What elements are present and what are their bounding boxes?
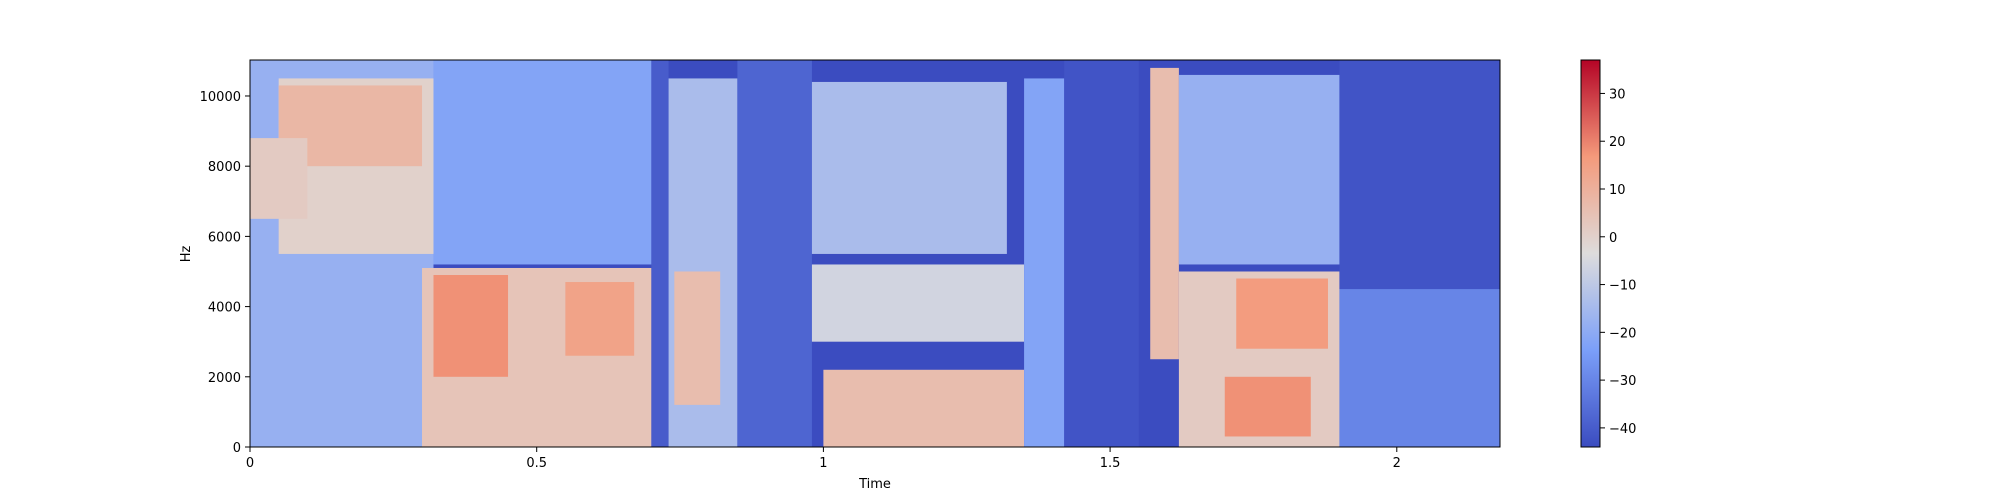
- colorbar-tick-label: −10: [1609, 279, 1636, 294]
- x-tick-label: 1: [819, 456, 827, 471]
- heatmap-region-21: [1224, 376, 1311, 437]
- colorbar-tick-label: −20: [1609, 326, 1636, 341]
- y-tick-label: 0: [233, 441, 241, 456]
- colorbar-ticks: −40 −30 −20 −10 0 10 20 30: [1600, 87, 1636, 437]
- x-axis: 0 0.5 1 1.5 2: [246, 447, 1401, 471]
- heatmap-region-10: [674, 271, 721, 405]
- colorbar-tick-label: −30: [1609, 374, 1636, 389]
- heatmap-region-22: [1339, 289, 1500, 447]
- heatmap-region-6: [433, 275, 509, 377]
- heatmap-region-23: [1339, 60, 1500, 290]
- heatmap-region-20: [1236, 278, 1328, 349]
- heatmap-region-16: [1064, 60, 1139, 447]
- plot-area: [249, 59, 1501, 448]
- heatmap-region-4: [433, 60, 652, 265]
- heatmap-region-12: [811, 81, 1007, 254]
- colorbar-tick-label: 10: [1609, 183, 1626, 198]
- y-tick-label: 8000: [208, 160, 241, 175]
- x-tick-label: 0.5: [526, 456, 547, 471]
- colorbar-tick-label: 0: [1609, 231, 1617, 246]
- heatmap-region-14: [823, 369, 1025, 447]
- heatmap-region-15: [1024, 78, 1065, 447]
- y-tick-label: 2000: [208, 371, 241, 386]
- heatmap-region-11: [737, 60, 812, 447]
- y-axis: 0 2000 4000 6000 8000 10000: [200, 90, 250, 456]
- y-axis-label: Hz: [179, 246, 194, 263]
- heatmap-region-8: [651, 60, 669, 447]
- colorbar-tick-label: 30: [1609, 87, 1626, 102]
- colorbar-gradient: [1580, 59, 1601, 448]
- heatmap-region-3: [250, 138, 308, 219]
- colorbar: −40 −30 −20 −10 0 10 20 30: [1580, 59, 1636, 448]
- x-tick-label: 2: [1393, 456, 1401, 471]
- colorbar-tick-label: −40: [1609, 422, 1636, 437]
- y-tick-label: 6000: [208, 230, 241, 245]
- heatmap-region-18: [1178, 74, 1340, 265]
- plot-frame: [249, 59, 1501, 448]
- y-tick-label: 10000: [200, 90, 241, 105]
- heatmap-region-13: [811, 264, 1025, 342]
- heatmap-cells: [250, 60, 1500, 447]
- x-tick-label: 1.5: [1100, 456, 1121, 471]
- x-tick-label: 0: [246, 456, 254, 471]
- x-axis-label: Time: [858, 477, 891, 492]
- heatmap-region-17: [1150, 67, 1179, 360]
- heatmap-region-7: [565, 282, 635, 356]
- colorbar-tick-label: 20: [1609, 135, 1626, 150]
- y-tick-label: 4000: [208, 301, 241, 316]
